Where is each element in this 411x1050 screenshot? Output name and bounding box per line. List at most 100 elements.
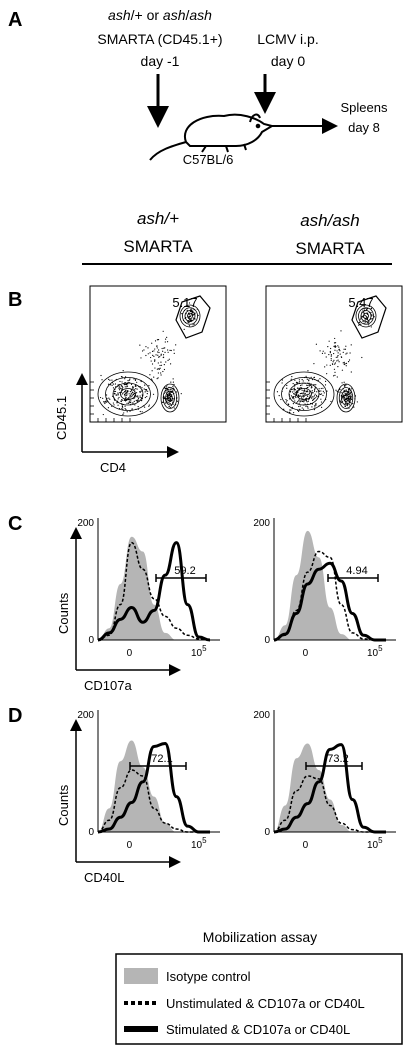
event-dot xyxy=(302,408,305,410)
event-dot xyxy=(334,363,336,365)
event-dot xyxy=(324,352,326,354)
event-dot xyxy=(361,356,363,359)
event-dot xyxy=(308,384,310,386)
event-dot xyxy=(166,341,169,343)
event-dot xyxy=(114,383,117,385)
gate-value: 72.1 xyxy=(151,753,172,765)
y-tick-bottom: 0 xyxy=(264,827,270,838)
event-dot xyxy=(121,385,123,388)
event-dot xyxy=(293,390,295,392)
event-dot xyxy=(159,367,161,369)
event-dot xyxy=(289,411,291,414)
event-dot xyxy=(136,381,138,383)
event-dot xyxy=(120,400,122,403)
event-dot xyxy=(325,356,327,358)
event-dot xyxy=(356,401,358,403)
contour-ring xyxy=(288,382,320,406)
hist-y-label: Counts xyxy=(56,784,71,826)
hist-x-label: CD107a xyxy=(84,678,132,693)
event-dot xyxy=(309,394,311,396)
event-dot xyxy=(123,412,125,414)
event-dot xyxy=(160,353,162,355)
event-dot xyxy=(342,394,345,396)
event-dot xyxy=(102,397,104,399)
event-dot xyxy=(173,352,175,354)
event-dot xyxy=(338,346,340,348)
event-dot xyxy=(129,394,131,397)
event-dot xyxy=(289,390,292,392)
hist-x-label: CD40L xyxy=(84,870,124,885)
event-dot xyxy=(307,407,309,409)
contour-ring xyxy=(160,383,180,413)
contour-ring xyxy=(105,377,151,411)
event-dot xyxy=(308,379,310,381)
event-dot xyxy=(160,354,162,356)
x-tick-max: 105 xyxy=(367,644,383,659)
event-dot xyxy=(145,346,147,348)
event-dot xyxy=(157,362,159,364)
contour-ring xyxy=(184,310,196,322)
event-dot xyxy=(117,398,119,400)
event-dot xyxy=(315,404,317,406)
event-dot xyxy=(190,311,192,313)
event-dot xyxy=(341,392,343,394)
event-dot xyxy=(336,356,339,358)
event-dot xyxy=(132,393,135,396)
event-dot xyxy=(324,366,326,368)
x-tick-max: 105 xyxy=(191,644,207,659)
event-dot xyxy=(143,349,145,351)
event-dot xyxy=(293,388,296,391)
event-dot xyxy=(136,388,138,390)
event-dot xyxy=(350,388,352,390)
event-dot xyxy=(169,403,171,405)
event-dot xyxy=(172,385,174,388)
event-dot xyxy=(188,302,191,304)
event-dot xyxy=(112,387,115,389)
event-dot xyxy=(324,380,327,382)
event-dot xyxy=(366,317,368,319)
event-dot xyxy=(334,362,337,364)
event-dot xyxy=(164,402,167,404)
event-dot xyxy=(370,312,372,314)
event-dot xyxy=(144,384,146,386)
event-dot xyxy=(124,395,126,397)
event-dot xyxy=(346,402,349,405)
event-dot xyxy=(134,404,136,406)
event-dot xyxy=(167,349,169,351)
event-dot xyxy=(109,379,111,381)
event-dot xyxy=(154,359,156,361)
event-dot xyxy=(329,350,331,353)
event-dot xyxy=(365,322,367,324)
event-dot xyxy=(190,315,192,317)
event-dot xyxy=(152,393,155,395)
event-dot xyxy=(118,385,120,387)
legend-label-stimulated: Stimulated & CD107a or CD40L xyxy=(166,1022,350,1037)
event-dot xyxy=(370,308,372,310)
dot-plot-1 xyxy=(89,285,227,423)
event-dot xyxy=(339,350,341,352)
event-dot xyxy=(330,400,332,403)
event-dot xyxy=(349,398,351,400)
event-dot xyxy=(313,363,315,365)
event-dot xyxy=(295,396,297,399)
legend-label-unstimulated: Unstimulated & CD107a or CD40L xyxy=(166,996,365,1011)
panel-letter-a: A xyxy=(8,9,22,31)
event-dot xyxy=(189,319,191,321)
event-dot xyxy=(141,387,143,389)
event-dot xyxy=(333,359,335,361)
x-tick-zero: 0 xyxy=(303,840,309,851)
event-dot xyxy=(125,396,127,399)
event-dot xyxy=(332,361,334,363)
event-dot xyxy=(350,344,352,346)
event-dot xyxy=(127,402,130,404)
event-dot xyxy=(293,398,295,400)
event-dot xyxy=(311,390,313,392)
event-dot xyxy=(314,397,316,399)
event-dot xyxy=(350,398,353,400)
event-dot xyxy=(297,400,299,403)
event-dot xyxy=(333,345,335,347)
event-dot xyxy=(303,401,305,403)
event-dot xyxy=(304,403,306,405)
event-dot xyxy=(322,387,324,389)
event-dot xyxy=(124,378,126,380)
